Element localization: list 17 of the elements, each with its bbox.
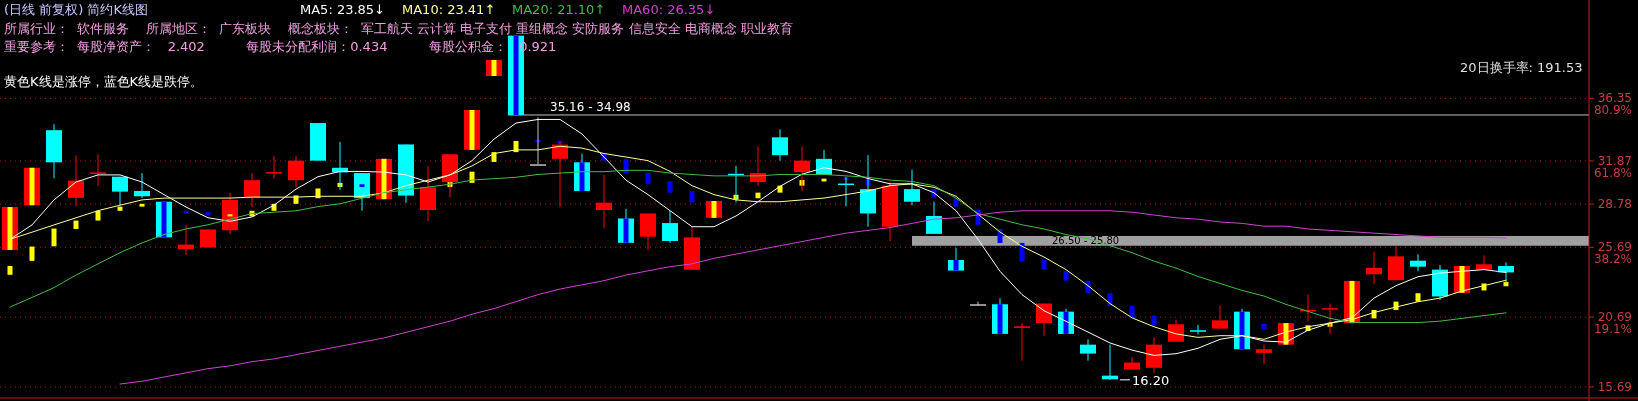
y-tick-label: 36.35 80.9%: [1593, 91, 1632, 118]
y-tick-label: 25.69 38.2%: [1593, 240, 1632, 267]
annotation: 所属行业： 软件服务 所属地区： 广东板块 概念板块： 军工航天 云计算 电子支付 重组概念 安防服务 信息安全 电商概念 职业教育: [4, 21, 793, 36]
text: MA60: 26.35↓: [622, 2, 716, 17]
y-tick-label: 28.78: [1597, 197, 1632, 212]
ref-line-label: 35.16 - 34.98: [550, 99, 631, 114]
y-tick-label: 15.69: [1597, 379, 1632, 394]
text: MA20: 21.10↑: [512, 2, 606, 17]
annotation: 16.20: [1132, 372, 1170, 388]
band-label: 26.50 - 25.80: [1052, 235, 1120, 247]
chart-title: (日线 前复权) 简约K线图: [4, 2, 148, 17]
text: MA5: 23.85↓: [300, 2, 386, 17]
y-tick-label: 20.69 19.1%: [1593, 310, 1632, 337]
y-tick-label: 31.87 61.8%: [1593, 153, 1632, 180]
text: MA10: 23.41↑: [402, 2, 496, 17]
annotation: 黄色K线是涨停，蓝色K线是跌停。: [4, 74, 204, 89]
annotation: 20日换手率: 191.53: [1460, 60, 1583, 75]
